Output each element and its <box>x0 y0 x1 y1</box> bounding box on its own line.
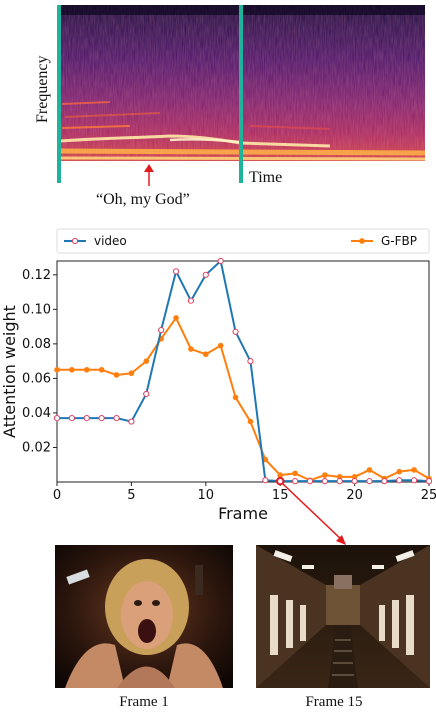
point-video-13 <box>247 358 254 365</box>
point-G-FBP-4 <box>113 372 120 378</box>
y-axis-label: Attention weight <box>0 305 19 438</box>
spectrogram-svg <box>57 5 426 186</box>
point-video-20 <box>351 478 358 485</box>
segment-marker-right <box>239 5 243 183</box>
point-G-FBP-6 <box>143 358 150 364</box>
legend-label-1: G-FBP <box>381 234 417 248</box>
frame-15-caption: Frame 15 <box>305 694 363 710</box>
utterance-quote: “Oh, my God” <box>96 191 190 208</box>
point-G-FBP-2 <box>83 366 90 373</box>
frame-1-image <box>55 545 233 688</box>
point-video-19 <box>336 478 343 485</box>
y-tick-label-1: 0.04 <box>22 406 51 421</box>
x-tick-label-0: 0 <box>53 488 61 503</box>
point-video-9 <box>187 297 195 304</box>
point-video-10 <box>202 271 209 278</box>
point-video-24 <box>411 477 418 484</box>
point-video-12 <box>232 328 239 335</box>
x-tick-label-2: 10 <box>198 488 215 503</box>
legend-box <box>56 228 430 254</box>
point-video-5 <box>128 418 135 425</box>
point-G-FBP-10 <box>203 351 209 358</box>
point-video-25 <box>425 478 433 485</box>
attention-chart: video G-FBP 0 5 10 15 20 25 0.02 0.04 0.06 0.08 0.10… <box>0 225 436 530</box>
corridor-image <box>256 545 430 688</box>
point-video-15 <box>277 478 284 485</box>
point-G-FBP-5 <box>128 370 135 377</box>
attention-chart-svg: video G-FBP 0 5 10 15 20 25 0.02 0.04 0.06 0.08 0.10… <box>0 228 436 523</box>
point-video-2 <box>83 415 90 422</box>
y-tick-label-5: 0.12 <box>22 268 51 283</box>
point-G-FBP-8 <box>173 315 179 321</box>
point-video-23 <box>396 477 403 484</box>
point-video-1 <box>68 415 75 422</box>
frame-1-caption: Frame 1 <box>119 694 169 710</box>
highlight-point <box>275 476 285 486</box>
point-video-8 <box>172 268 180 275</box>
point-G-FBP-16 <box>292 470 298 477</box>
point-G-FBP-11 <box>217 342 224 349</box>
screaming-woman-image <box>55 545 233 688</box>
point-G-FBP-18 <box>322 472 328 478</box>
point-video-0 <box>53 415 61 422</box>
legend-marker-0 <box>71 237 79 245</box>
frame-15-image <box>256 545 430 688</box>
y-tick-label-4: 0.10 <box>22 302 51 317</box>
point-G-FBP-21 <box>366 467 373 473</box>
point-video-17 <box>306 478 314 485</box>
time-axis-label: Time <box>249 169 283 186</box>
point-video-22 <box>381 478 388 485</box>
legend-marker-1 <box>359 238 365 244</box>
point-video-14 <box>262 477 269 484</box>
spectrogram-panel: Frequency Time “Oh, my God” <box>0 0 436 215</box>
point-video-6 <box>143 390 150 398</box>
point-G-FBP-1 <box>69 366 75 373</box>
point-G-FBP-24 <box>411 467 417 473</box>
legend-label-0: video <box>94 234 127 248</box>
y-tick-label-2: 0.06 <box>22 371 51 386</box>
point-video-21 <box>366 478 373 485</box>
point-video-18 <box>321 478 328 485</box>
point-G-FBP-9 <box>188 346 194 352</box>
x-tick-label-3: 15 <box>272 488 289 503</box>
point-video-16 <box>291 478 299 485</box>
point-G-FBP-0 <box>54 366 60 373</box>
point-video-4 <box>113 415 120 422</box>
point-G-FBP-23 <box>396 468 403 475</box>
point-video-7 <box>158 326 165 334</box>
x-axis-label: Frame <box>218 504 268 523</box>
utterance-arrow <box>144 164 154 186</box>
point-G-FBP-13 <box>247 418 254 425</box>
point-video-11 <box>217 257 224 265</box>
point-video-3 <box>98 415 105 422</box>
segment-marker-left <box>57 5 61 183</box>
point-G-FBP-3 <box>98 366 105 373</box>
x-tick-label-1: 5 <box>127 488 135 503</box>
x-tick-label-5: 25 <box>421 488 436 503</box>
y-tick-label-0: 0.02 <box>22 440 51 455</box>
x-tick-label-4: 20 <box>346 488 363 503</box>
y-tick-label-3: 0.08 <box>22 337 51 352</box>
point-G-FBP-12 <box>232 394 239 401</box>
